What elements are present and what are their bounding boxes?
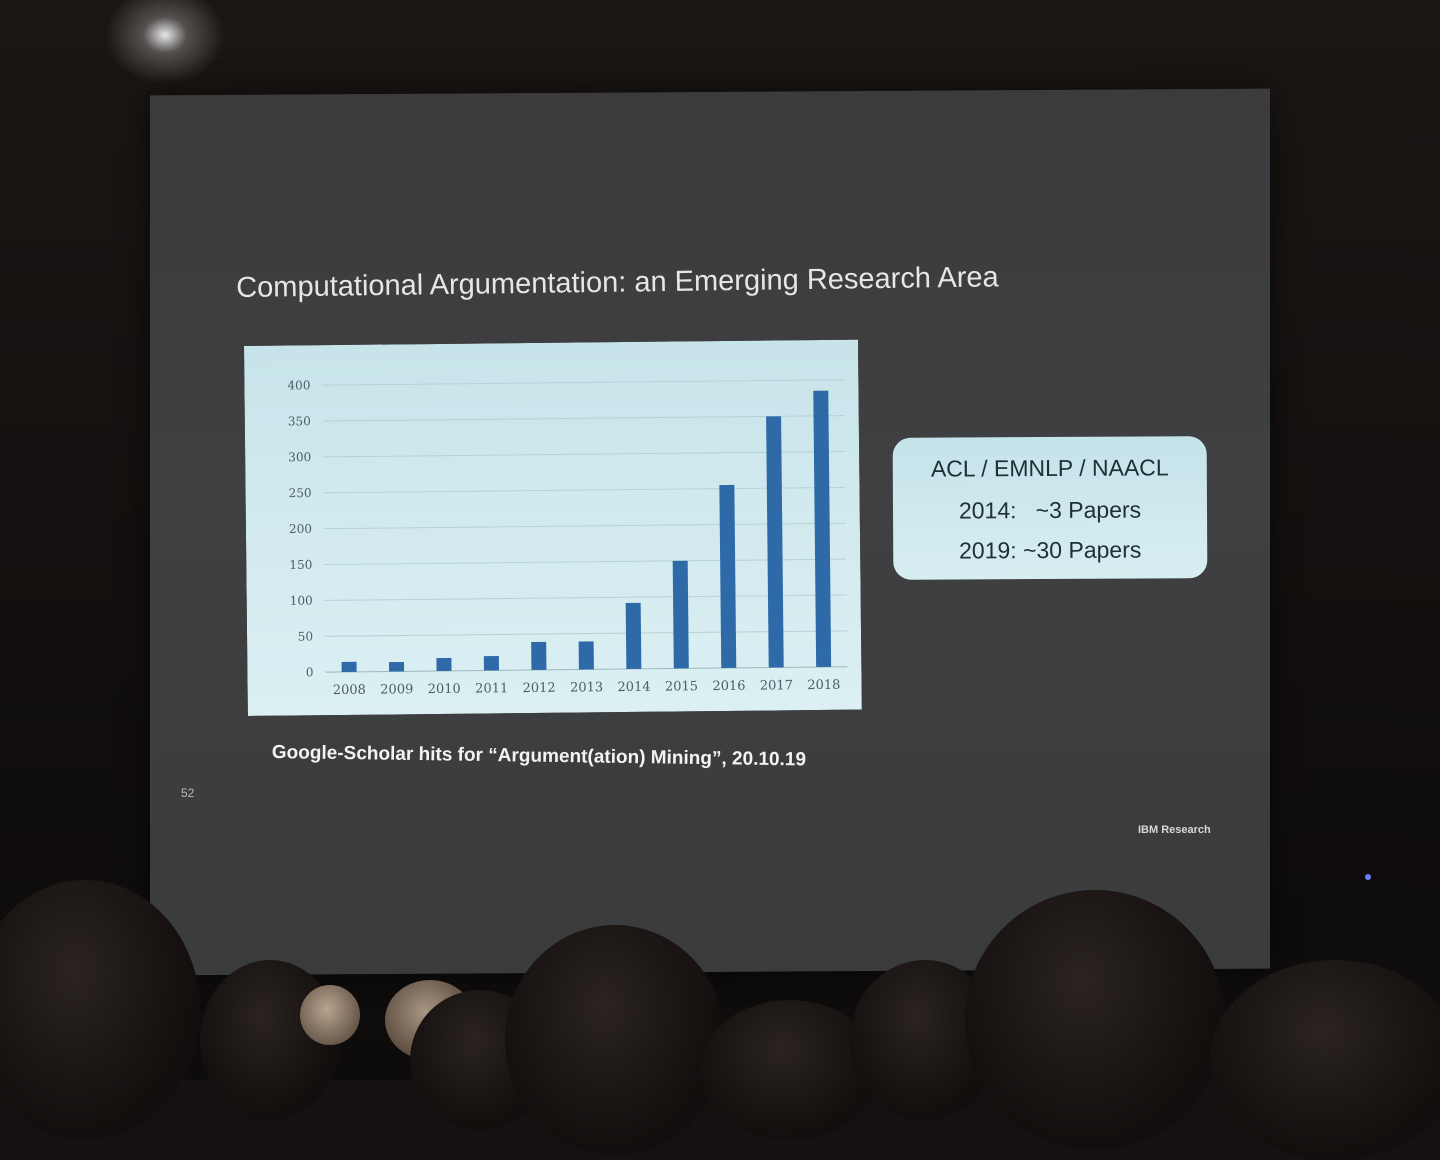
gridline bbox=[325, 630, 848, 637]
bar-2008 bbox=[341, 661, 357, 672]
callout-venues: ACL / EMNLP / NAACL bbox=[930, 454, 1169, 482]
gridline bbox=[323, 450, 846, 458]
bar-2015 bbox=[672, 560, 689, 669]
x-tick-label: 2013 bbox=[570, 680, 603, 695]
x-tick-label: 2011 bbox=[475, 681, 508, 696]
y-tick-label: 300 bbox=[288, 450, 311, 464]
y-tick-label: 250 bbox=[289, 486, 312, 500]
bar-chart: 0 50 100 150 200 250 300 350 400 2008 2009 2010 201… bbox=[244, 339, 862, 716]
x-tick-label: 2010 bbox=[428, 682, 461, 697]
callout-2019-papers: 2019: ~30 Papers bbox=[959, 536, 1142, 564]
venue-callout-box: ACL / EMNLP / NAACL 2014: ~3 Papers 2019… bbox=[892, 436, 1208, 580]
x-tick-label: 2016 bbox=[712, 679, 745, 694]
gridline bbox=[323, 522, 846, 530]
indicator-light bbox=[1365, 874, 1371, 880]
y-tick-label: 150 bbox=[289, 558, 312, 572]
bar-2018 bbox=[813, 390, 832, 668]
y-tick-label: 200 bbox=[289, 522, 312, 536]
x-axis: 2008 2009 2010 2011 2012 2013 2014 2015 2016 2017… bbox=[333, 678, 841, 698]
x-tick-label: 2012 bbox=[523, 681, 556, 696]
y-tick-label: 50 bbox=[298, 629, 313, 643]
y-tick-label: 350 bbox=[288, 414, 311, 428]
audience-head bbox=[965, 890, 1225, 1150]
audience-head bbox=[300, 985, 360, 1045]
gridline bbox=[324, 558, 847, 566]
gridline bbox=[322, 415, 845, 422]
x-tick-label: 2009 bbox=[380, 682, 413, 697]
bar-2014 bbox=[625, 602, 642, 670]
gridline bbox=[323, 486, 846, 494]
y-tick-label: 100 bbox=[290, 594, 313, 608]
x-tick-label: 2018 bbox=[807, 678, 840, 693]
bar-2013 bbox=[578, 641, 594, 670]
bar-2011 bbox=[483, 655, 500, 671]
chart-svg: 0 50 100 150 200 250 300 350 400 2008 2009 2010 201… bbox=[244, 339, 862, 716]
x-tick-label: 2017 bbox=[760, 678, 793, 693]
y-axis: 0 50 100 150 200 250 300 350 400 bbox=[287, 378, 313, 679]
audience-head bbox=[1210, 960, 1440, 1160]
y-tick-label: 400 bbox=[287, 378, 310, 392]
bar-2017 bbox=[766, 416, 784, 668]
x-tick-label: 2008 bbox=[333, 683, 366, 698]
audience-head bbox=[505, 925, 725, 1155]
x-tick-label: 2015 bbox=[665, 679, 698, 694]
x-tick-label: 2014 bbox=[617, 680, 650, 695]
brand-logo: IBM Research bbox=[1138, 824, 1211, 836]
y-tick-label: 0 bbox=[306, 665, 314, 679]
bar-2010 bbox=[436, 657, 452, 672]
bar-2012 bbox=[531, 641, 547, 671]
slide-number: 52 bbox=[181, 786, 195, 800]
callout-2014-papers: 2014: ~3 Papers bbox=[958, 496, 1142, 524]
bar-2016 bbox=[719, 484, 737, 669]
gridline bbox=[324, 594, 847, 601]
bar-2009 bbox=[389, 662, 405, 672]
bars bbox=[341, 390, 832, 672]
chart-background bbox=[244, 339, 862, 716]
gridline bbox=[322, 379, 845, 386]
